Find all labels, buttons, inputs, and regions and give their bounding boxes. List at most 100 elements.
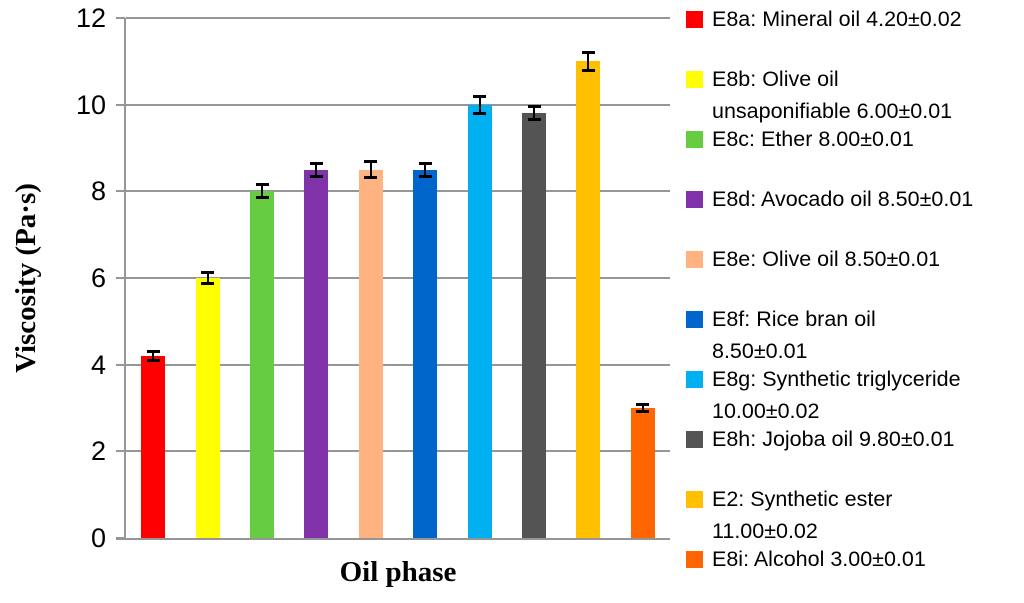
error-bar-cap-top-e8a bbox=[146, 350, 160, 354]
y-axis-tickmark-0 bbox=[116, 537, 125, 539]
legend-item-e8i[interactable]: E8i: Alcohol 3.00±0.01 bbox=[686, 543, 1024, 575]
y-tick-label-10: 10 bbox=[75, 89, 106, 120]
legend-swatch-e8h bbox=[686, 431, 703, 448]
gridline-y-8 bbox=[126, 190, 670, 193]
legend-label-line: 10.00±0.02 bbox=[712, 399, 820, 423]
y-axis-line bbox=[124, 18, 126, 538]
y-axis-tickmark-6 bbox=[116, 277, 125, 279]
y-axis-tickmark-2 bbox=[116, 450, 125, 453]
legend-swatch-e8c bbox=[686, 131, 703, 148]
error-bar-cap-top-e8i bbox=[636, 403, 650, 407]
y-axis-tick-labels: 0 2 4 6 8 10 12 bbox=[48, 0, 106, 603]
error-bar-e8h bbox=[533, 106, 535, 120]
legend-label-e8f: E8f: Rice bran oil 8.50±0.01 bbox=[712, 303, 876, 367]
gridline-y-12 bbox=[126, 17, 670, 19]
x-axis-line bbox=[116, 538, 670, 540]
error-bar-cap-bottom-e8i bbox=[636, 409, 650, 413]
legend-item-e8a[interactable]: E8a: Mineral oil 4.20±0.02 bbox=[686, 3, 1024, 35]
error-bar-cap-bottom-e8a bbox=[146, 358, 160, 362]
error-bar-e8e bbox=[369, 161, 372, 178]
legend-swatch-e8d bbox=[686, 191, 703, 208]
error-bar-cap-top-e8c bbox=[255, 183, 269, 187]
legend-item-e8h[interactable]: E8h: Jojoba oil 9.80±0.01 bbox=[686, 423, 1024, 455]
legend-label-line: E8f: Rice bran oil bbox=[712, 307, 876, 331]
error-bar-cap-bottom-e8e bbox=[364, 175, 378, 179]
legend-item-e2[interactable]: E2: Synthetic ester 11.00±0.02 bbox=[686, 483, 1024, 547]
legend-label-line: E8i: Alcohol 3.00±0.01 bbox=[712, 547, 926, 571]
legend-label-line: E8a: Mineral oil 4.20±0.02 bbox=[712, 7, 962, 31]
bar-e8g[interactable] bbox=[467, 104, 492, 538]
legend-swatch-e8e bbox=[686, 251, 703, 268]
legend-label-line: 11.00±0.02 bbox=[712, 519, 818, 543]
legend-swatch-e2 bbox=[686, 491, 703, 508]
gridline-y-6 bbox=[126, 277, 670, 279]
legend-swatch-e8a bbox=[686, 11, 703, 28]
x-axis-title: Oil phase bbox=[339, 556, 457, 588]
bar-e8c[interactable] bbox=[250, 191, 274, 538]
bar-e8e[interactable] bbox=[358, 169, 383, 538]
legend-label-e2: E2: Synthetic ester 11.00±0.02 bbox=[712, 483, 892, 547]
error-bar-cap-bottom-e8g bbox=[473, 111, 487, 115]
chart-legend: E8a: Mineral oil 4.20±0.02 E8b: Olive oil… bbox=[686, 0, 1024, 603]
legend-label-line: E8g: Synthetic triglyceride bbox=[712, 367, 961, 391]
gridline-y-2 bbox=[126, 450, 670, 453]
legend-item-e8d[interactable]: E8d: Avocado oil 8.50±0.01 bbox=[686, 183, 1024, 215]
y-tick-label-0: 0 bbox=[90, 523, 106, 553]
legend-label-e8h: E8h: Jojoba oil 9.80±0.01 bbox=[712, 423, 955, 455]
legend-label-line: E8h: Jojoba oil 9.80±0.01 bbox=[712, 427, 955, 451]
y-axis-tickmark-4 bbox=[116, 363, 125, 366]
legend-item-e8c[interactable]: E8c: Ether 8.00±0.01 bbox=[686, 123, 1024, 155]
legend-label-e8d: E8d: Avocado oil 8.50±0.01 bbox=[712, 183, 973, 215]
legend-item-e8b[interactable]: E8b: Olive oil unsaponifiable 6.00±0.01 bbox=[686, 63, 1024, 127]
legend-swatch-e8i bbox=[686, 551, 703, 568]
error-bar-cap-bottom-e8f bbox=[418, 174, 432, 178]
plot-area bbox=[116, 17, 670, 540]
y-axis-tickmark-10 bbox=[116, 103, 125, 106]
legend-item-e8g[interactable]: E8g: Synthetic triglyceride 10.00±0.02 bbox=[686, 363, 1024, 427]
error-bar-e8i bbox=[641, 404, 644, 412]
bar-e8f[interactable] bbox=[413, 169, 438, 538]
y-tick-label-4: 4 bbox=[90, 349, 106, 380]
legend-label-e8e: E8e: Olive oil 8.50±0.01 bbox=[712, 243, 940, 275]
y-axis-tickmark-12 bbox=[116, 17, 125, 19]
y-axis-title: Viscosity (Pa·s) bbox=[10, 183, 42, 373]
error-bar-e8a bbox=[152, 351, 155, 361]
bar-e8a[interactable] bbox=[141, 356, 166, 538]
y-tick-label-8: 8 bbox=[90, 176, 106, 207]
error-bar-cap-bottom-e8b bbox=[201, 281, 215, 285]
error-bar-cap-top-e8f bbox=[418, 161, 432, 165]
legend-label-e8b: E8b: Olive oil unsaponifiable 6.00±0.01 bbox=[712, 63, 952, 127]
bar-e8i[interactable] bbox=[630, 408, 655, 538]
bar-e8h[interactable] bbox=[522, 113, 546, 538]
legend-item-e8e[interactable]: E8e: Olive oil 8.50±0.01 bbox=[686, 243, 1024, 275]
legend-label-line: unsaponifiable 6.00±0.01 bbox=[712, 99, 953, 123]
legend-item-e8f[interactable]: E8f: Rice bran oil 8.50±0.01 bbox=[686, 303, 1024, 367]
legend-swatch-e8b bbox=[686, 71, 703, 88]
legend-label-line: E2: Synthetic ester bbox=[712, 487, 893, 511]
legend-label-line: 8.50±0.01 bbox=[712, 339, 808, 363]
bar-e8d[interactable] bbox=[304, 169, 329, 538]
bar-e2[interactable] bbox=[576, 61, 601, 538]
error-bar-cap-top-e8h bbox=[527, 105, 541, 109]
error-bar-e8g bbox=[478, 96, 481, 114]
legend-label-e8i: E8i: Alcohol 3.00±0.01 bbox=[712, 543, 926, 575]
legend-label-e8g: E8g: Synthetic triglyceride 10.00±0.02 bbox=[712, 363, 961, 427]
error-bar-e2 bbox=[587, 52, 590, 70]
legend-swatch-e8f bbox=[686, 311, 703, 328]
error-bar-cap-top-e8e bbox=[364, 160, 378, 164]
legend-label-e8a: E8a: Mineral oil 4.20±0.02 bbox=[712, 3, 962, 35]
gridline-y-10 bbox=[126, 103, 670, 106]
legend-label-line: E8e: Olive oil 8.50±0.01 bbox=[712, 247, 941, 271]
error-bar-e8d bbox=[315, 163, 318, 177]
legend-label-line: E8d: Avocado oil 8.50±0.01 bbox=[712, 187, 974, 211]
bar-e8b[interactable] bbox=[195, 278, 220, 538]
error-bar-cap-bottom-e8c bbox=[255, 196, 269, 200]
error-bar-e8f bbox=[424, 163, 427, 177]
y-axis-tickmark-8 bbox=[116, 190, 125, 193]
error-bar-cap-top-e8g bbox=[473, 94, 487, 98]
error-bar-cap-top-e2 bbox=[581, 51, 595, 55]
legend-label-e8c: E8c: Ether 8.00±0.01 bbox=[712, 123, 914, 155]
y-tick-label-6: 6 bbox=[90, 263, 106, 293]
error-bar-cap-top-e8d bbox=[309, 161, 323, 165]
